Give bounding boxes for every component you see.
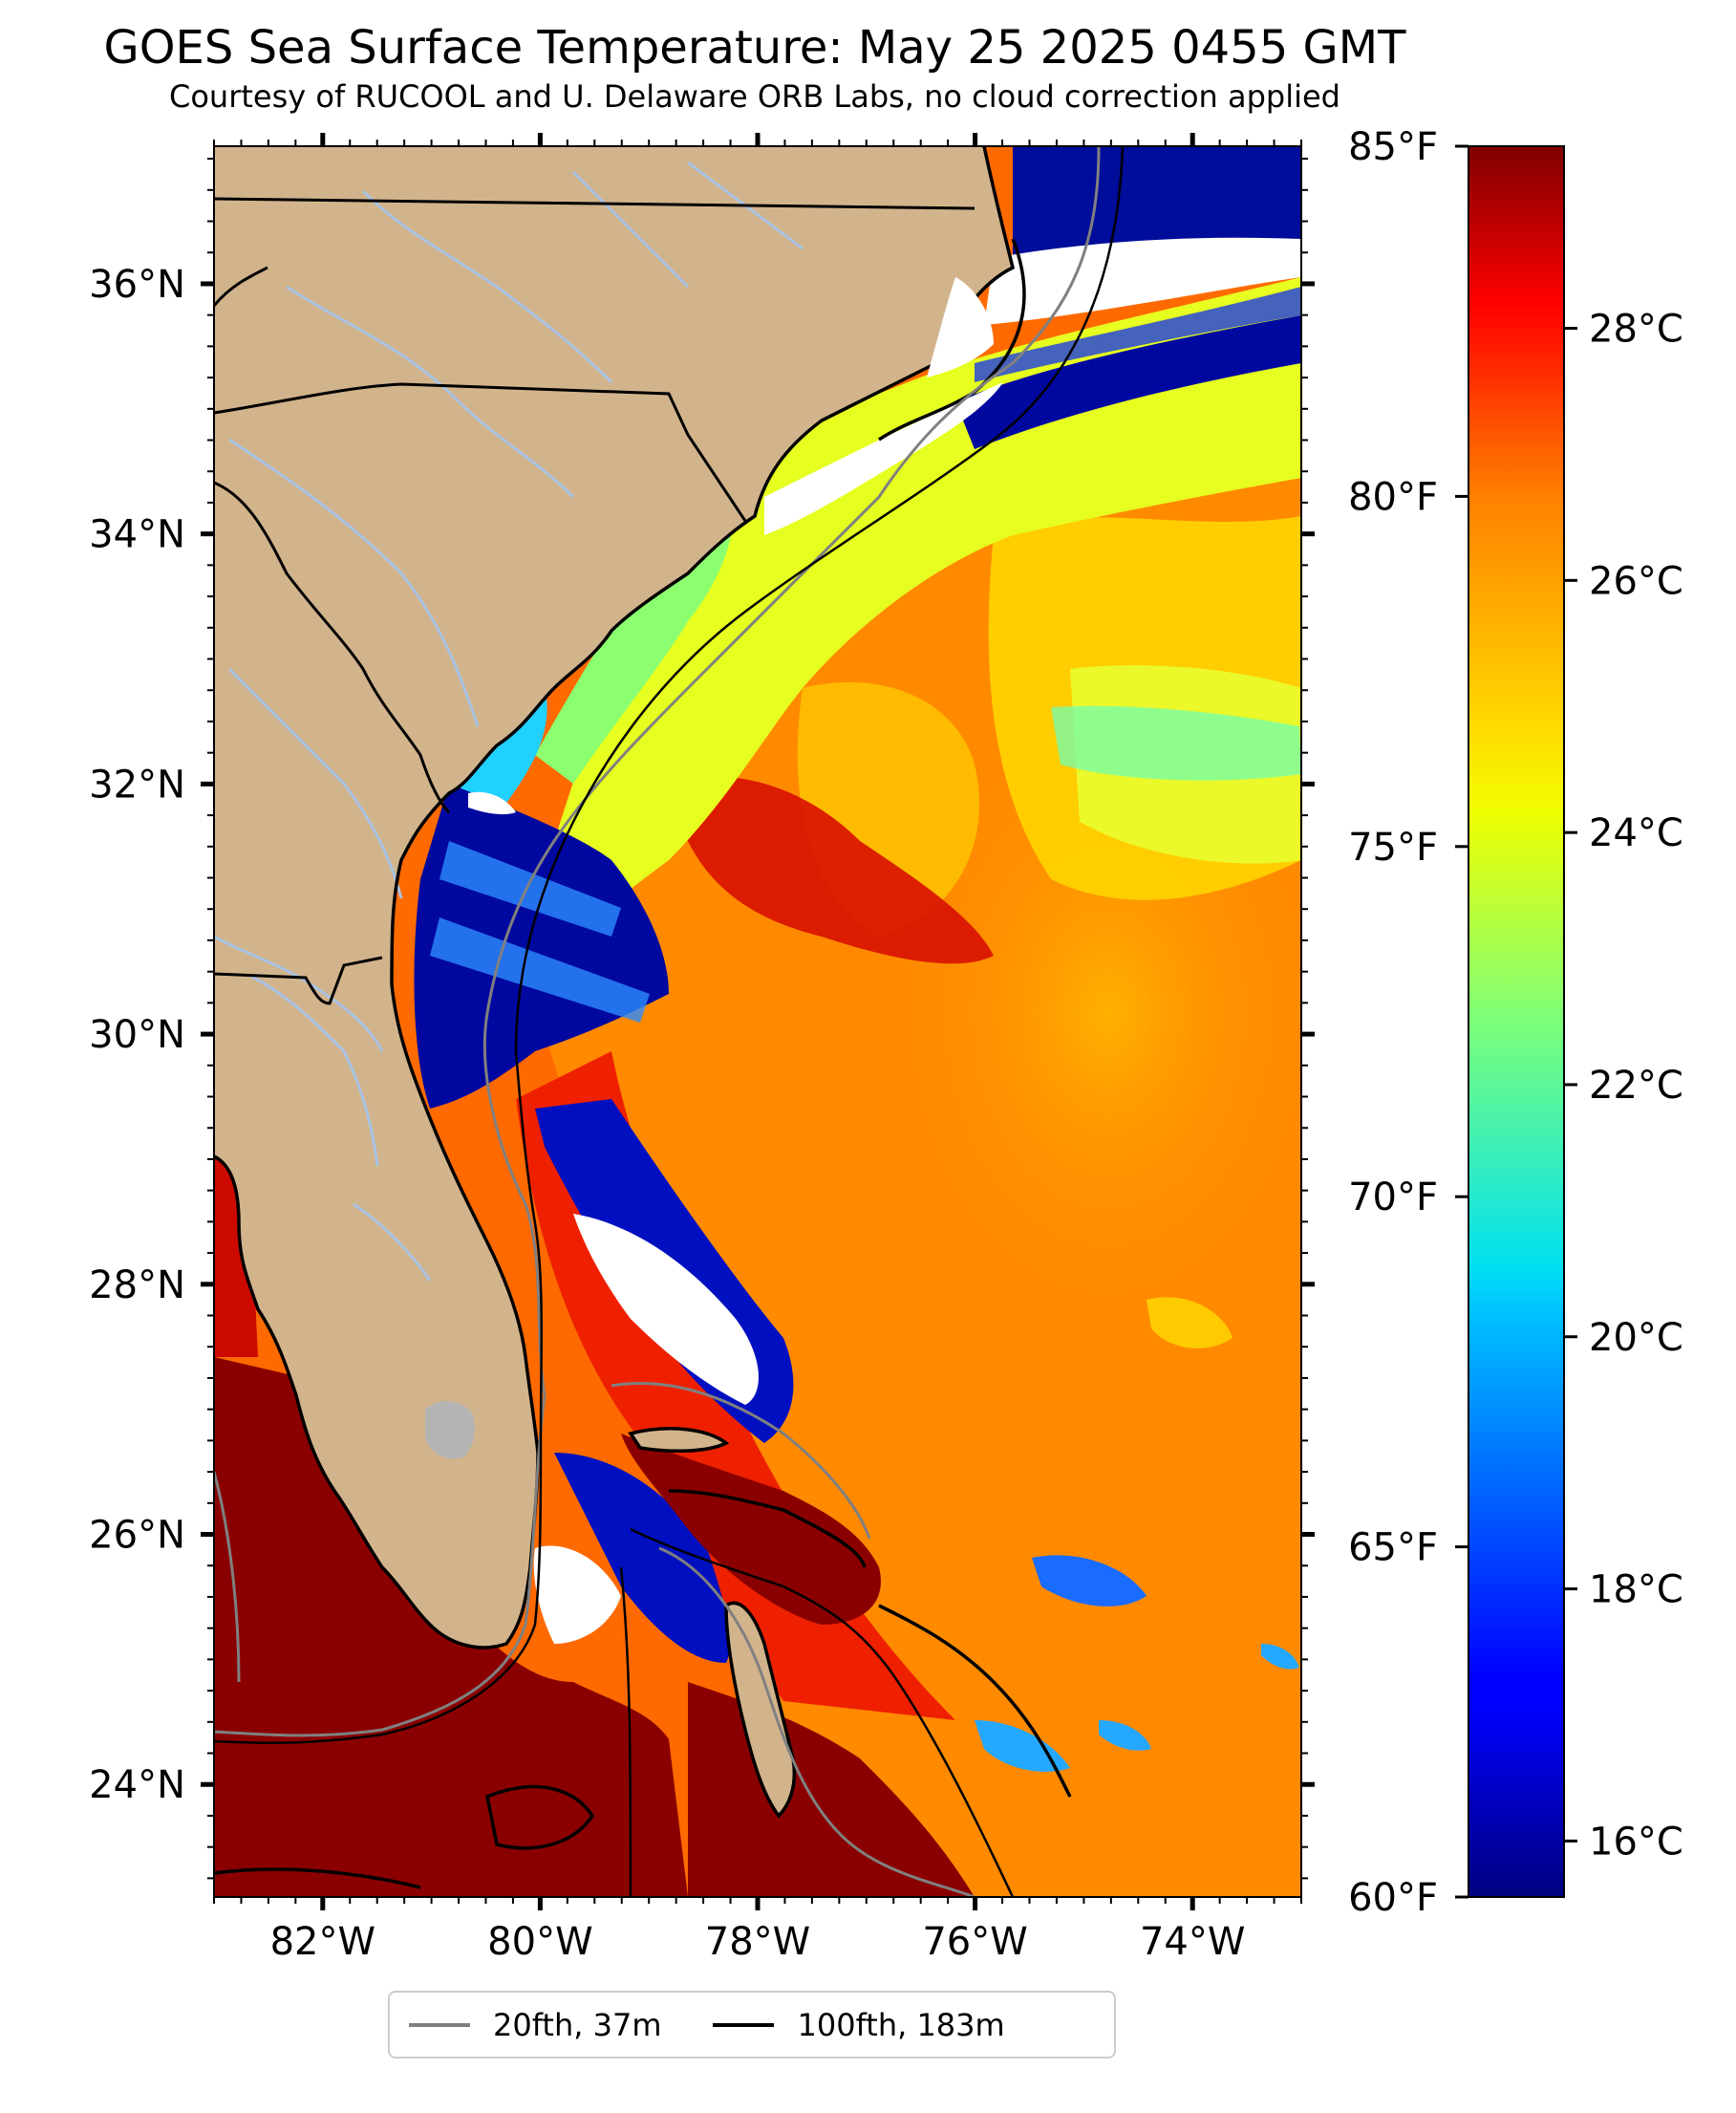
contour-20fth [214,146,1101,1897]
colorbar-c-label: 18°C [1589,1568,1683,1612]
sst-cyan-patch [1051,705,1301,781]
sst-cold-obx-band [975,287,1301,382]
chart-subtitle: Courtesy of RUCOOL and U. Delaware ORB L… [169,78,1340,115]
cloud-georgia-small [468,791,516,815]
lat-tick-label: 24°N [89,1763,185,1807]
sst-cold-georgia-streak2 [430,917,650,1023]
colorbar-c-label: 28°C [1589,308,1683,352]
colorbar-f-label: 85°F [1348,125,1438,169]
cloud-straits [533,1545,621,1644]
lat-tick-label: 30°N [89,1013,185,1057]
sst-bahamas-dark-red [621,1434,881,1625]
legend-item-100fth: 100fth, 183m [713,2006,1005,2043]
colorbar-f-label: 75°F [1348,826,1438,870]
sst-cold-georgia-streak1 [439,841,621,937]
lat-tick-label: 34°N [89,513,185,557]
sst-cool-shelf-north [540,277,1301,946]
cloud-obx [984,237,1301,325]
chart-title: GOES Sea Surface Temperature: May 25 202… [103,21,1406,75]
colorbar-c-label: 16°C [1589,1820,1683,1864]
colorbar [1468,145,1565,1898]
colorbar-c-label: 24°C [1589,811,1683,855]
land-mainland [214,146,1013,1648]
cloud-florida-east [573,1214,759,1405]
lon-tick-label: 76°W [922,1920,1027,1964]
lat-tick-label: 36°N [89,263,185,307]
sst-cold-bahamas-band [554,1453,730,1663]
cloud-nc-coastal [927,277,994,377]
state-borders [214,197,975,1005]
sst-cool-se-4 [1261,1644,1299,1670]
colorbar-f-label: 80°F [1348,475,1438,519]
sst-yellow-se-patch [1147,1297,1232,1348]
legend-swatch-20fth [409,2022,470,2027]
legend-swatch-100fth [713,2022,775,2027]
sst-cold-northeast [1013,146,1301,268]
lat-tick-label: 32°N [89,763,185,807]
lon-tick-label: 74°W [1140,1920,1245,1964]
colorbar-f-label: 70°F [1348,1175,1438,1219]
cloud-carolina [764,382,1003,535]
lat-tick-label: 26°N [89,1514,185,1558]
lon-tick-label: 80°W [487,1920,592,1964]
lake-okeechobee [425,1400,475,1459]
lon-tick-label: 78°W [705,1920,810,1964]
sst-cool-se-2 [975,1720,1070,1772]
colorbar-c-label: 20°C [1589,1316,1683,1360]
land-grand-bahama [631,1428,726,1452]
legend-label-20fth: 20fth, 37m [493,2006,662,2043]
gulf-stream-band [669,776,994,964]
sst-cool-se-3 [1099,1720,1151,1751]
colorbar-f-label: 60°F [1348,1876,1438,1920]
map-panel [214,146,1301,1897]
sst-cold-carolina-band [955,315,1301,449]
map-axis-tick-labels: 82°W 80°W 78°W 76°W 74°W 24°N 26°N 28°N 30°N 32°N… [89,263,1245,1964]
legend-item-20fth: 20fth, 37m [409,2007,661,2043]
colorbar-f-label: 65°F [1348,1526,1438,1570]
contour-legend: 20fth, 37m 100fth, 183m [388,1991,1116,2059]
lat-tick-label: 28°N [89,1263,185,1307]
contour-100fth [214,146,1125,1897]
sst-cool-se-1 [1032,1555,1147,1606]
lon-tick-label: 82°W [270,1920,375,1964]
colorbar-c-label: 26°C [1589,559,1683,603]
legend-label-100fth: 100fth, 183m [797,2006,1005,2043]
land-andros [726,1603,795,1816]
colorbar-ticks: 60°F 65°F 70°F 75°F 80°F 85°F 16°C 18°C 20°C 22°C… [1348,125,1683,1920]
map-axis-ticks [201,133,1315,1910]
coastlines [214,146,1072,1889]
colorbar-c-label: 22°C [1589,1064,1683,1108]
